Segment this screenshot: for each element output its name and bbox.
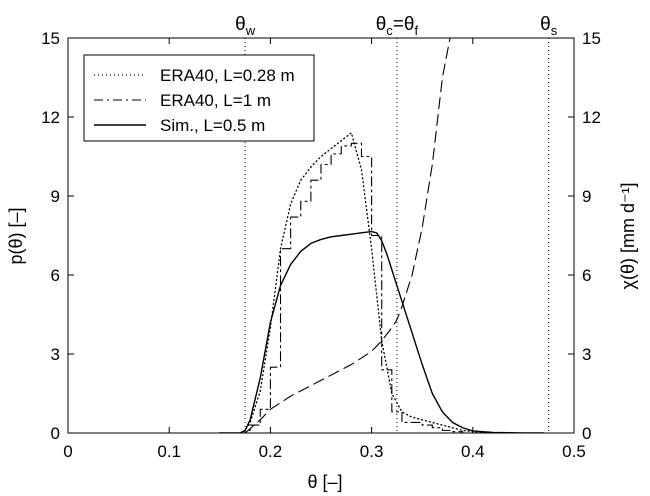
x-tick-label: 0.5 xyxy=(562,442,586,461)
x-axis-label: θ [–] xyxy=(307,472,342,492)
y-tick-label-left: 15 xyxy=(41,29,60,48)
series-line-2 xyxy=(219,230,545,433)
y-tick-label-right: 6 xyxy=(582,266,591,285)
legend-label: ERA40, L=0.28 m xyxy=(160,66,295,85)
series-layer xyxy=(219,38,545,433)
x-tick-label: 0.1 xyxy=(157,442,181,461)
series-line-3 xyxy=(244,38,451,433)
marker-layer: θw θc=θf θs xyxy=(235,14,558,433)
y-axis-label-left: p(θ) [–] xyxy=(6,207,26,264)
y-tick-label-left: 6 xyxy=(51,266,60,285)
y-tick-label-left: 9 xyxy=(51,187,60,206)
x-tick-label: 0.3 xyxy=(360,442,384,461)
x-tick-label: 0 xyxy=(63,442,72,461)
x-tick-label: 0.2 xyxy=(259,442,283,461)
theta-marker-label: θc=θf xyxy=(376,14,419,38)
x-tick-label: 0.4 xyxy=(461,442,485,461)
y-axis-label-right: χ(θ) [mm d⁻¹] xyxy=(618,183,638,290)
series-line-0 xyxy=(219,132,494,433)
theta-marker-label: θw xyxy=(235,14,256,38)
y-tick-label-right: 3 xyxy=(582,345,591,364)
series-line-1 xyxy=(219,142,474,433)
y-tick-label-right: 15 xyxy=(582,29,601,48)
y-tick-label-left: 3 xyxy=(51,345,60,364)
y-tick-label-left: 0 xyxy=(51,424,60,443)
legend-box xyxy=(83,54,315,142)
theta-marker-label: θs xyxy=(540,14,558,38)
y-tick-label-left: 12 xyxy=(41,108,60,127)
plot-frame xyxy=(67,37,575,434)
y-tick-label-right: 12 xyxy=(582,108,601,127)
y-tick-label-right: 9 xyxy=(582,187,591,206)
legend: ERA40, L=0.28 m ERA40, L=1 m Sim., L=0.5 m xyxy=(83,54,315,142)
legend-label: ERA40, L=1 m xyxy=(160,91,271,110)
y-tick-label-right: 0 xyxy=(582,424,591,443)
legend-label: Sim., L=0.5 m xyxy=(160,116,265,135)
